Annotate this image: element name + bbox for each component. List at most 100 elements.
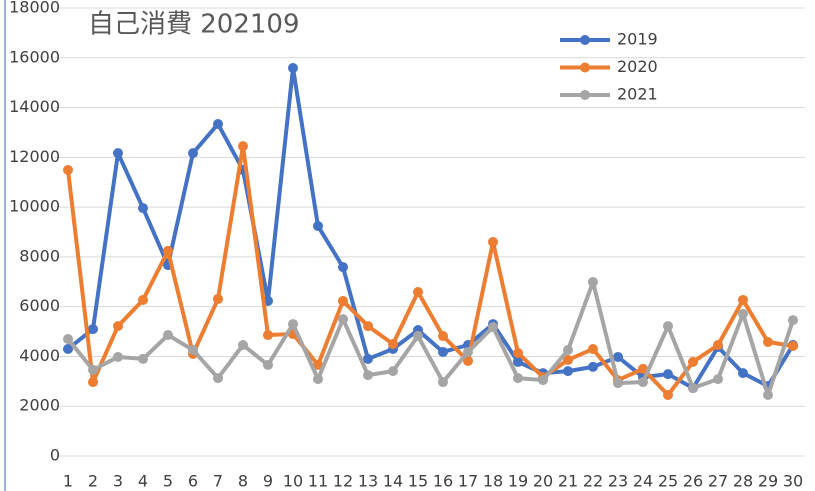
data-point — [563, 354, 573, 365]
data-point — [663, 390, 673, 401]
y-tick-label: 10000 — [9, 197, 60, 216]
data-point — [63, 334, 73, 345]
data-point — [338, 262, 348, 273]
x-tick-label: 11 — [308, 472, 328, 491]
x-tick-label: 9 — [263, 472, 273, 491]
data-point — [88, 364, 98, 375]
data-point — [213, 373, 223, 384]
data-point — [738, 294, 748, 305]
data-point — [113, 351, 123, 362]
x-tick-label: 18 — [483, 472, 503, 491]
x-tick-label: 5 — [163, 472, 173, 491]
data-point — [588, 277, 598, 288]
y-tick-label: 8000 — [19, 246, 60, 265]
data-point — [788, 340, 798, 351]
x-tick-label: 20 — [533, 472, 553, 491]
x-tick-label: 30 — [783, 472, 803, 491]
data-point — [88, 324, 98, 335]
data-point — [288, 62, 298, 73]
data-point — [588, 343, 598, 354]
x-tick-label: 2 — [88, 472, 98, 491]
data-point — [763, 337, 773, 348]
data-point — [613, 378, 623, 389]
x-tick-label: 15 — [408, 472, 428, 491]
data-point — [363, 321, 373, 332]
y-tick-label: 16000 — [9, 47, 60, 66]
data-point — [438, 346, 448, 357]
y-tick-label: 6000 — [19, 296, 60, 315]
y-tick-label: 0 — [50, 446, 60, 465]
data-point — [288, 319, 298, 330]
x-tick-label: 28 — [733, 472, 753, 491]
data-point — [313, 221, 323, 232]
data-point — [188, 148, 198, 159]
legend-marker — [580, 62, 590, 73]
x-tick-label: 26 — [683, 472, 703, 491]
x-tick-label: 6 — [188, 472, 198, 491]
data-point — [513, 373, 523, 384]
data-point — [163, 245, 173, 256]
x-tick-label: 3 — [113, 472, 123, 491]
x-tick-label: 14 — [383, 472, 403, 491]
data-point — [63, 165, 73, 176]
data-point — [563, 366, 573, 377]
data-point — [338, 314, 348, 325]
x-tick-label: 4 — [138, 472, 148, 491]
data-point — [438, 377, 448, 388]
data-point — [588, 361, 598, 372]
data-point — [713, 339, 723, 350]
data-point — [513, 356, 523, 367]
x-tick-label: 24 — [633, 472, 653, 491]
data-point — [413, 286, 423, 297]
x-tick-label: 8 — [238, 472, 248, 491]
chart-title: 自己消費 202109 — [88, 10, 300, 40]
x-tick-label: 7 — [213, 472, 223, 491]
data-point — [88, 377, 98, 388]
data-point — [138, 353, 148, 364]
data-point — [538, 375, 548, 386]
data-point — [313, 374, 323, 385]
data-point — [388, 366, 398, 377]
x-tick-label: 12 — [333, 472, 353, 491]
data-point — [638, 363, 648, 374]
x-tick-label: 25 — [658, 472, 678, 491]
data-point — [213, 293, 223, 304]
data-point — [263, 330, 273, 341]
data-point — [213, 118, 223, 129]
data-point — [463, 346, 473, 357]
data-point — [713, 374, 723, 385]
data-point — [513, 347, 523, 358]
y-tick-label: 2000 — [19, 396, 60, 415]
data-point — [638, 377, 648, 388]
data-point — [688, 356, 698, 367]
data-point — [313, 359, 323, 370]
legend-label: 2021 — [617, 85, 658, 104]
data-point — [63, 343, 73, 354]
series-line — [66, 144, 794, 398]
x-tick-label: 21 — [558, 472, 578, 491]
data-point — [238, 339, 248, 350]
data-point — [363, 353, 373, 364]
x-tick-label: 10 — [283, 472, 303, 491]
x-tick-label: 17 — [458, 472, 478, 491]
data-point — [113, 148, 123, 159]
data-point — [563, 344, 573, 355]
data-point — [188, 344, 198, 355]
x-tick-label: 22 — [583, 472, 603, 491]
x-tick-label: 23 — [608, 472, 628, 491]
data-point — [788, 315, 798, 326]
data-point — [463, 355, 473, 366]
data-point — [388, 339, 398, 349]
y-tick-label: 18000 — [9, 0, 60, 17]
y-tick-label: 14000 — [9, 97, 60, 116]
x-tick-label: 29 — [758, 472, 778, 491]
data-point — [263, 359, 273, 370]
x-tick-label: 27 — [708, 472, 728, 491]
x-tick-label: 13 — [358, 472, 378, 491]
data-point — [238, 141, 248, 152]
data-point — [113, 321, 123, 332]
data-point — [138, 294, 148, 305]
data-point — [663, 321, 673, 332]
y-tick-label: 12000 — [9, 147, 60, 166]
